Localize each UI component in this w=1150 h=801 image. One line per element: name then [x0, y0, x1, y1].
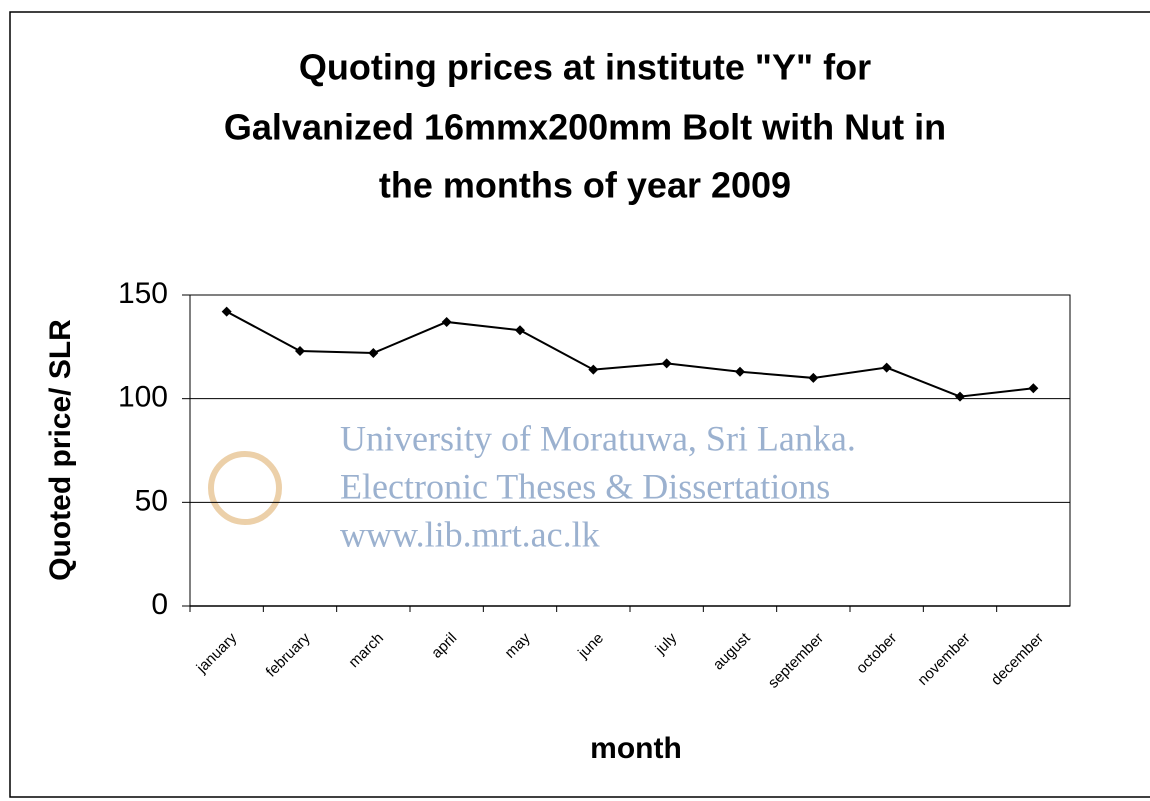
x-tick-label: december — [988, 630, 1047, 689]
y-tick-label: 0 — [151, 588, 168, 621]
x-tick-label: april — [428, 630, 460, 662]
marker — [955, 391, 965, 402]
y-tick-label: 50 — [135, 484, 168, 517]
line — [226, 310, 1034, 398]
x-axis-label: month — [590, 732, 682, 765]
y-tick-label: 100 — [118, 381, 168, 414]
watermark: Electronic Theses & Dissertations — [340, 466, 830, 506]
x-tick-label: january — [193, 629, 241, 677]
marker — [881, 362, 892, 373]
marker — [808, 372, 819, 383]
marker — [588, 364, 599, 375]
watermark-logo — [208, 451, 282, 525]
x-tick-label: august — [710, 629, 754, 673]
marker — [368, 348, 379, 359]
marker — [515, 325, 525, 336]
x-tick-label: june — [574, 630, 607, 663]
x-tick-label: september — [765, 630, 827, 692]
marker — [295, 345, 305, 356]
y-axis-label: Quoted price/ SLR — [44, 319, 77, 581]
marker — [441, 316, 452, 327]
x-tick-label: october — [853, 630, 900, 677]
y-tick-label: 150 — [118, 277, 168, 310]
x-tick-label: february — [263, 629, 314, 680]
chart-title: Quoting prices at institute "Y" for — [299, 47, 871, 88]
marker — [221, 306, 232, 317]
watermark: www.lib.mrt.ac.lk — [340, 514, 600, 554]
x-tick-label: march — [345, 630, 386, 671]
page-border — [9, 11, 1150, 798]
marker — [661, 358, 672, 369]
x-tick-label: july — [652, 629, 681, 658]
x-tick-label: may — [502, 629, 534, 661]
marker — [735, 366, 745, 377]
chart-title: the months of year 2009 — [379, 165, 791, 206]
x-tick-label: november — [914, 630, 973, 689]
chart-title: Galvanized 16mmx200mm Bolt with Nut in — [224, 107, 946, 148]
watermark: University of Moratuwa, Sri Lanka. — [340, 418, 856, 458]
marker — [1028, 383, 1039, 394]
